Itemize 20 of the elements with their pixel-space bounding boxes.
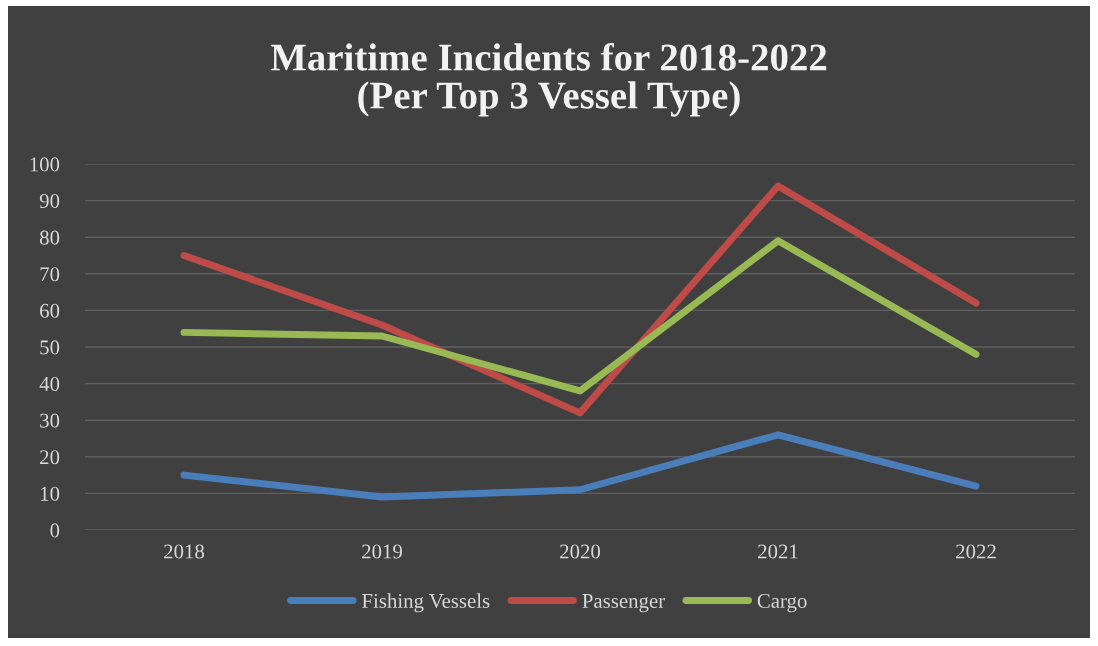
y-tick-label: 60 [40,303,60,318]
legend-label: Passenger [582,594,665,613]
chart-title: Maritime Incidents for 2018-2022 (Per Top 3 Vessel Type) [270,42,827,117]
y-tick-label: 50 [40,340,60,355]
y-tick-label: 70 [40,267,60,282]
y-tick-label: 20 [40,450,60,465]
x-tick-label: 2019 [362,544,402,559]
y-tick-label: 0 [50,523,60,538]
y-tick-label: 10 [41,486,60,501]
x-tick-label: 2021 [758,544,798,559]
x-tick-label: 2020 [560,544,601,559]
x-tick-label: 2022 [956,544,996,559]
y-tick-label: 90 [39,193,60,209]
y-tick-label: 100 [30,157,60,172]
legend-label: Fishing Vessels [362,593,490,613]
y-tick-label: 80 [39,230,60,245]
y-tick-label: 30 [40,413,60,428]
x-tick-label: 2018 [164,544,205,559]
legend-label: Cargo [757,593,807,613]
y-tick-label: 40 [39,376,60,392]
